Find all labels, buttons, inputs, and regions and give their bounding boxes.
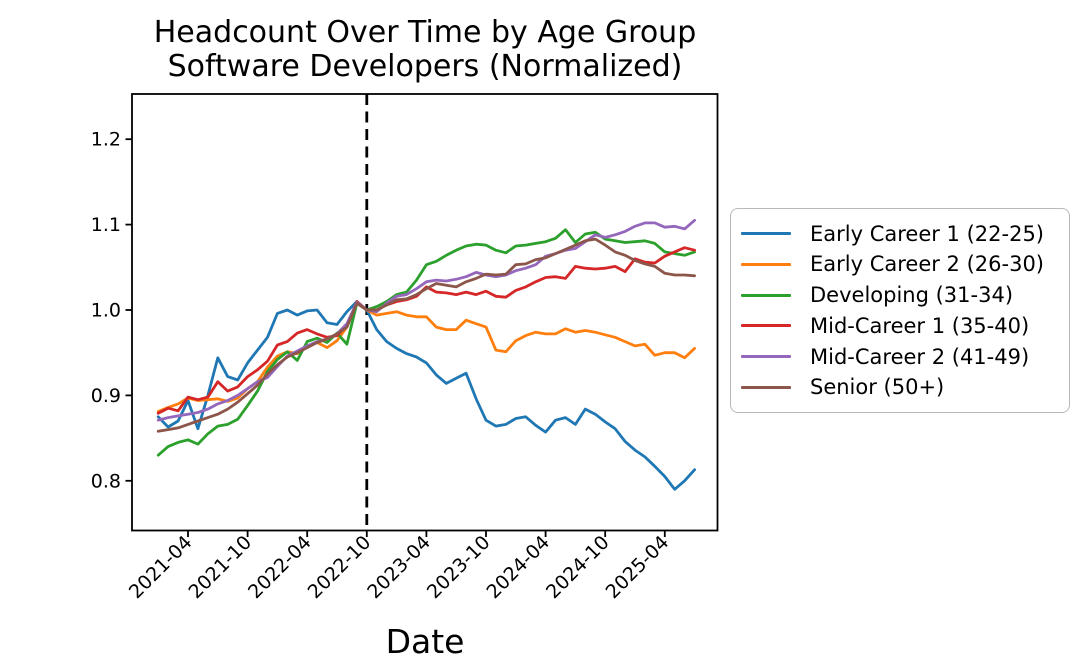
x-axis-label: Date — [385, 622, 465, 661]
series-line-developing-31-34 — [156, 228, 696, 457]
legend-item-label: Senior (50+) — [810, 375, 945, 400]
plot-area — [131, 93, 719, 532]
legend-item-label: Early Career 2 (26-30) — [810, 252, 1045, 277]
legend: Early Career 1 (22-25) Early Career 2 (26… — [730, 208, 1070, 413]
x-tick-label: 2023-04 — [363, 531, 435, 603]
x-tick-label: 2021-04 — [125, 531, 197, 603]
legend-color-line — [741, 293, 791, 297]
legend-item: Senior (50+) — [731, 375, 1069, 399]
series-line-senior-50 — [156, 237, 696, 433]
chart-title: Headcount Over Time by Age Group Softwar… — [154, 16, 697, 84]
x-tick-label: 2023-10 — [423, 531, 495, 603]
legend-color-line — [741, 324, 791, 328]
series-line-mid-career-2-41-49 — [156, 218, 696, 422]
legend-item-label: Developing (31-34) — [810, 283, 1014, 308]
x-tick-label: 2024-10 — [542, 531, 614, 603]
series-line-early-career-1-22-25 — [156, 300, 696, 491]
x-tick-label: 2022-04 — [244, 531, 316, 603]
legend-color-line — [741, 232, 791, 236]
legend-item: Mid-Career 2 (41-49) — [731, 345, 1069, 369]
legend-item: Developing (31-34) — [731, 283, 1069, 307]
y-tick-label: 1.0 — [91, 300, 121, 322]
legend-color-line — [741, 355, 791, 359]
chart-title-line-1: Headcount Over Time by Age Group — [153, 15, 697, 50]
y-tick-label: 1.1 — [91, 214, 121, 236]
y-tick-label: 1.2 — [91, 129, 121, 151]
legend-color-line — [741, 262, 791, 266]
legend-item-label: Early Career 1 (22-25) — [810, 221, 1045, 246]
y-tick-label: 0.8 — [91, 470, 121, 492]
y-tick-label: 0.9 — [91, 385, 121, 407]
x-tick-label: 2024-04 — [482, 531, 554, 603]
legend-item: Mid-Career 1 (35-40) — [731, 314, 1069, 338]
x-tick-label: 2025-04 — [602, 531, 674, 603]
x-tick-label: 2022-10 — [304, 531, 376, 603]
series-line-mid-career-1-35-40 — [156, 246, 696, 415]
legend-item-label: Mid-Career 1 (35-40) — [810, 313, 1030, 338]
legend-item-label: Mid-Career 2 (41-49) — [810, 344, 1030, 369]
x-tick-label: 2021-10 — [184, 531, 256, 603]
legend-item: Early Career 1 (22-25) — [731, 222, 1069, 246]
legend-item: Early Career 2 (26-30) — [731, 252, 1069, 276]
chart-title-line-2: Software Developers (Normalized) — [167, 49, 683, 84]
legend-color-line — [741, 385, 791, 389]
